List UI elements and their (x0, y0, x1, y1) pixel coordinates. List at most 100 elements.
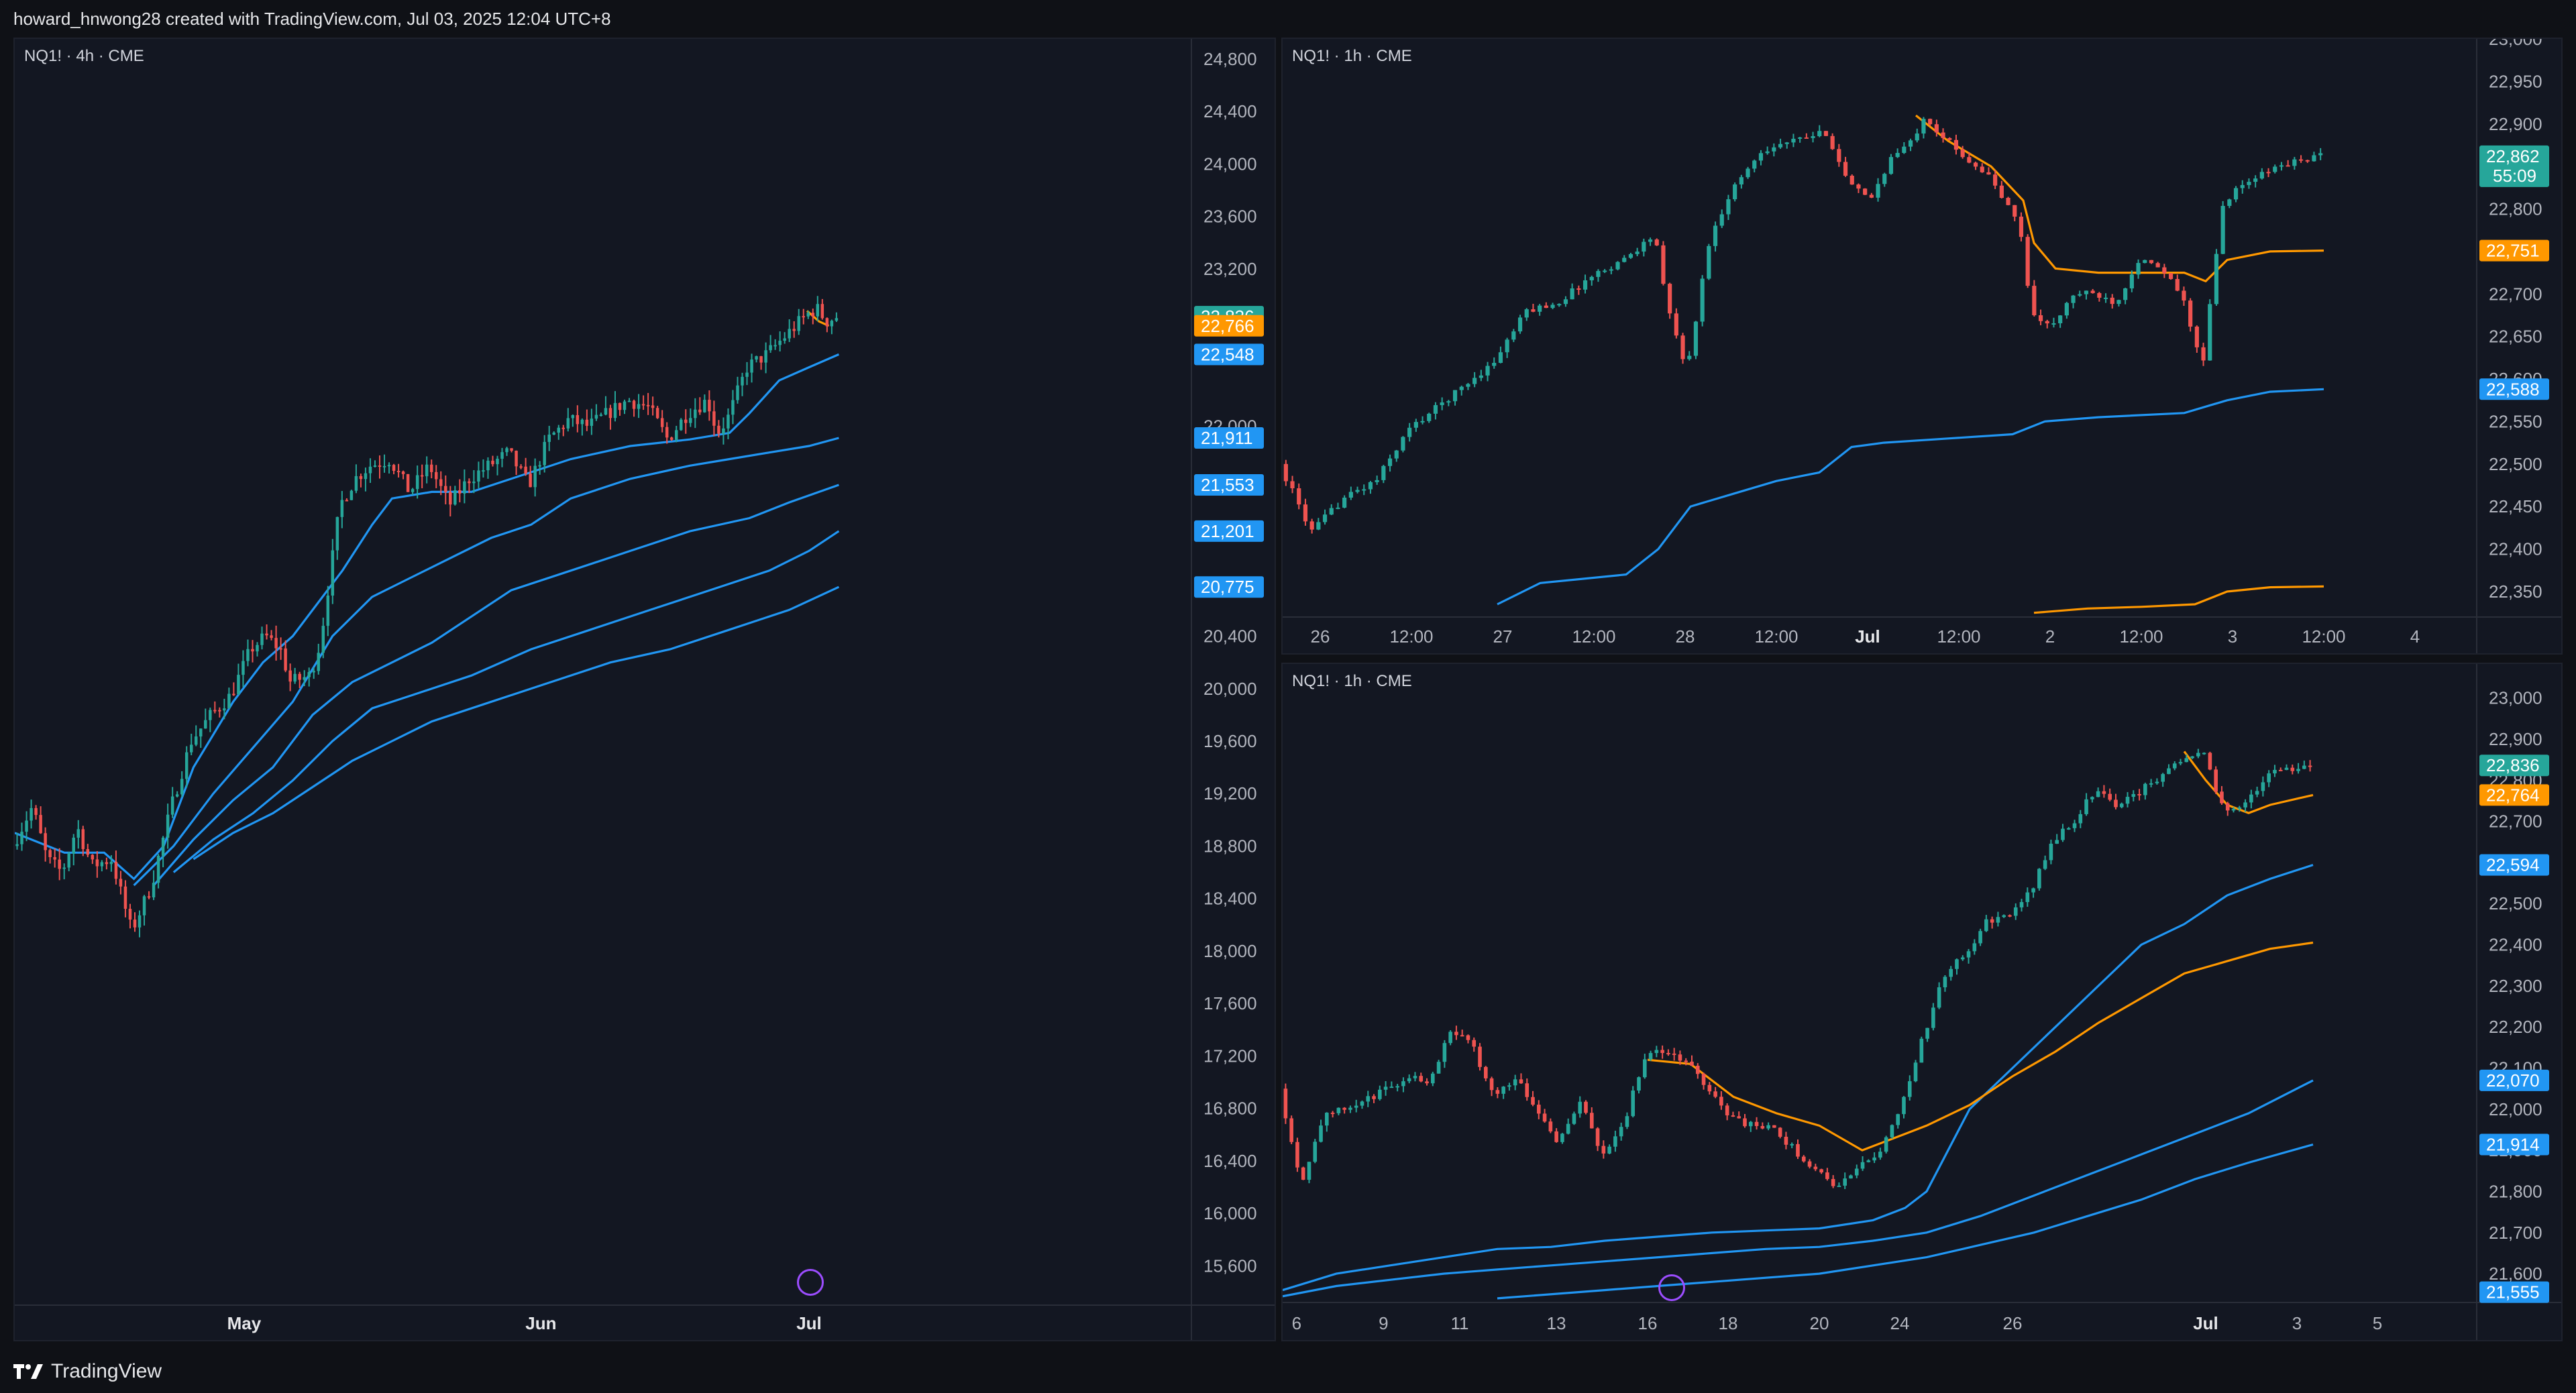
price-badge-label: 21,553 (1201, 475, 1254, 495)
symbol-legend-bottom-right[interactable]: NQ1! · 1h · CME (1292, 672, 1412, 690)
candle-body (251, 649, 254, 652)
chart-pane-top-right[interactable]: 23,00022,95022,90022,85022,80022,75022,7… (1281, 38, 2563, 655)
indicator-line-orange (2183, 750, 2314, 815)
candle-body (1725, 1105, 1729, 1116)
price-badge-bg (2479, 1281, 2549, 1303)
candle-body (1672, 1053, 1676, 1055)
candle-body (1538, 305, 1542, 312)
x-tick-label: 4 (2410, 626, 2420, 647)
candle-body (15, 844, 19, 846)
x-tick-label: 11 (1451, 1313, 1469, 1333)
candle-body (646, 404, 650, 406)
candle-body (2119, 803, 2124, 807)
candle-body (712, 411, 716, 426)
candle-body (1442, 1043, 1447, 1062)
candle-body (1890, 1125, 1894, 1137)
candle-body (811, 313, 815, 317)
candle-body (34, 807, 38, 816)
candle-body (1548, 1121, 1553, 1131)
price-badge-label: 21,555 (2486, 1282, 2540, 1302)
candle-body (354, 476, 358, 491)
symbol-legend-top-right[interactable]: NQ1! · 1h · CME (1292, 47, 1412, 65)
candle-body (547, 434, 551, 442)
y-tick-label: 22,400 (2489, 539, 2542, 559)
candle-body (1825, 1172, 1829, 1179)
candle-body (1849, 1175, 1853, 1179)
symbol-legend-left[interactable]: NQ1! · 4h · CME (24, 47, 144, 65)
candle-body (2202, 753, 2206, 755)
candle-body (1360, 1101, 1364, 1106)
price-badge: 20,775 (1194, 576, 1264, 598)
chart-pane-left[interactable]: 24,800 24,400 24,000 23,600 23,200 22,000 20,4… (13, 38, 1276, 1341)
candle-body (2149, 783, 2153, 785)
candle-body (1316, 522, 1321, 530)
chart-bottom-right-svg[interactable]: 23,00022,90022,80022,70022,60022,50022,4… (1283, 664, 2563, 1341)
candle-body (1601, 1146, 1606, 1154)
candle-body (48, 850, 52, 858)
candle-body (2143, 783, 2147, 795)
candle-body (2066, 828, 2071, 830)
candle-body (2298, 159, 2304, 161)
candle-body (694, 409, 697, 419)
candle-body (1837, 1185, 1841, 1187)
candle-body (1576, 288, 1581, 290)
candle-body (750, 359, 753, 373)
candle-body (67, 853, 70, 868)
y-tick-label: 23,200 (1203, 259, 1257, 279)
candle-body (161, 838, 165, 856)
y-tick-label: 18,400 (1203, 889, 1257, 909)
replay-icon-left[interactable] (797, 1269, 824, 1296)
candle-body (232, 693, 235, 695)
candle-body (1731, 1115, 1735, 1117)
candle-body (1908, 140, 1913, 147)
candle-body (463, 481, 466, 494)
chart-left-svg[interactable]: 24,80024,40024,00023,60023,20022,00020,4… (15, 39, 1276, 1341)
candle-body (1978, 931, 1982, 944)
tradingview-logo[interactable]: TradingView (13, 1360, 162, 1383)
candle-body (1484, 1066, 1488, 1078)
candle-body (1943, 977, 1947, 988)
chart-top-right-svg[interactable]: 23,00022,95022,90022,85022,80022,75022,7… (1283, 39, 2563, 655)
candle-body (585, 419, 589, 426)
candle-body (566, 418, 570, 429)
y-tick-label: 22,900 (2489, 729, 2542, 749)
candle-body (1283, 463, 1288, 482)
y-tick-label: 22,700 (2489, 812, 2542, 832)
candle-body (816, 304, 820, 317)
chart-pane-bottom-right[interactable]: 23,00022,90022,80022,70022,60022,50022,4… (1281, 663, 2563, 1341)
candle-body (1947, 137, 1952, 140)
y-tick-label: 22,650 (2489, 327, 2542, 347)
candle-body (1895, 153, 1900, 158)
candle-body (39, 815, 42, 834)
candle-body (1973, 162, 1978, 167)
candle-body (1550, 304, 1555, 309)
candle-body (1472, 1040, 1477, 1047)
candle-body (2114, 799, 2118, 807)
candle-body (312, 671, 315, 673)
price-badge-label: 22,764 (2486, 785, 2540, 805)
candle-body (1752, 160, 1757, 169)
candle-body (1654, 1050, 1659, 1054)
candle-body (1888, 157, 1894, 174)
candle-body (1381, 465, 1386, 480)
candle-body (321, 626, 325, 653)
candle-body (1407, 427, 1412, 437)
candle-body (1790, 1144, 1794, 1146)
candle-body (2110, 297, 2114, 304)
candle-body (1283, 1089, 1288, 1119)
countdown-label: 55:09 (2493, 166, 2536, 186)
candle-body (1746, 168, 1750, 178)
replay-icon-bottom-right[interactable] (1658, 1274, 1685, 1301)
candle-body (769, 345, 772, 351)
candle-body (345, 500, 349, 502)
candle-body (279, 648, 282, 650)
price-badge-bg (1194, 474, 1264, 496)
candle-body (1876, 184, 1880, 198)
candle-body (195, 736, 198, 745)
candle-body (1996, 917, 2000, 923)
candle-body (1811, 136, 1815, 138)
candle-body (468, 481, 471, 484)
candle-body (717, 425, 720, 434)
candle-body (1525, 1083, 1529, 1097)
price-badge-label: 21,911 (1201, 428, 1253, 448)
